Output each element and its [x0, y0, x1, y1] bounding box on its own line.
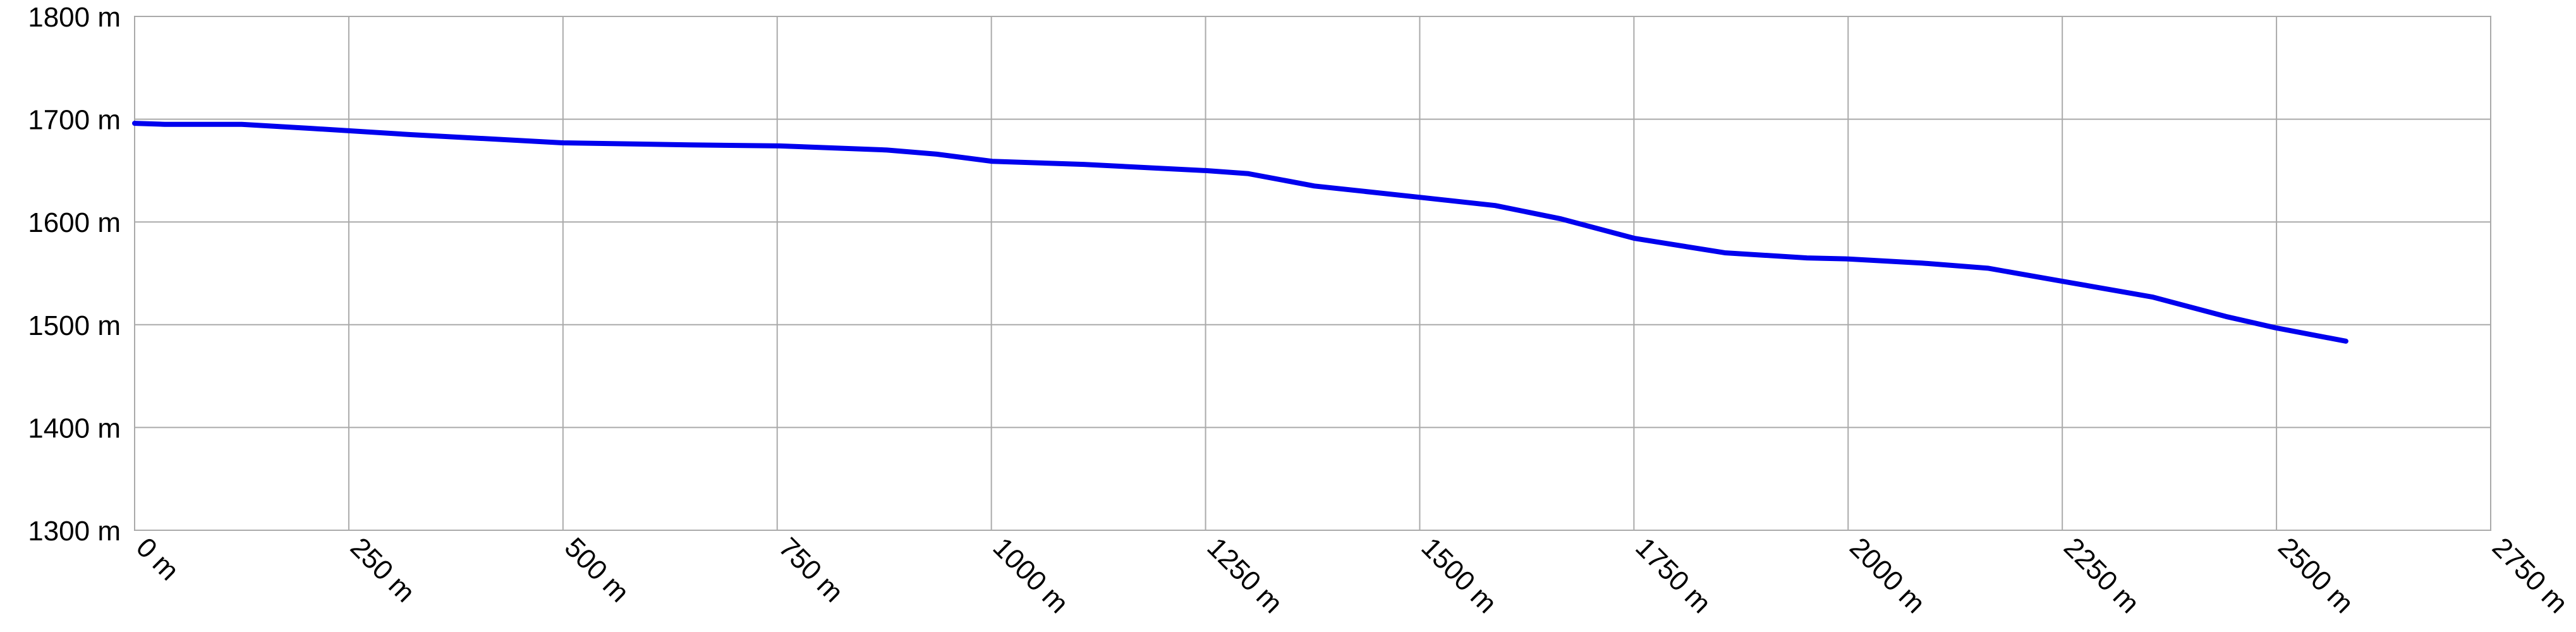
- x-tick-label: 750 m: [773, 532, 849, 608]
- x-tick-label: 1500 m: [1415, 532, 1502, 619]
- x-tick-label: 2500 m: [2272, 532, 2359, 619]
- y-tick-label: 1400 m: [28, 413, 121, 444]
- y-tick-label: 1600 m: [28, 207, 121, 238]
- plot-area: [134, 16, 2491, 531]
- x-tick-label: 2250 m: [2058, 532, 2145, 619]
- x-tick-label: 0 m: [130, 532, 185, 586]
- x-tick-label: 1250 m: [1201, 532, 1288, 619]
- y-tick-label: 1700 m: [28, 105, 121, 136]
- elevation-line: [132, 121, 2348, 344]
- y-tick-label: 1800 m: [28, 2, 121, 33]
- x-tick-label: 500 m: [559, 532, 635, 608]
- x-tick-label: 2750 m: [2486, 532, 2573, 619]
- y-tick-label: 1300 m: [28, 516, 121, 547]
- x-tick-label: 250 m: [344, 532, 421, 608]
- x-tick-label: 2000 m: [1844, 532, 1931, 619]
- x-tick-label: 1000 m: [987, 532, 1074, 619]
- y-tick-label: 1500 m: [28, 310, 121, 341]
- x-tick-label: 1750 m: [1629, 532, 1716, 619]
